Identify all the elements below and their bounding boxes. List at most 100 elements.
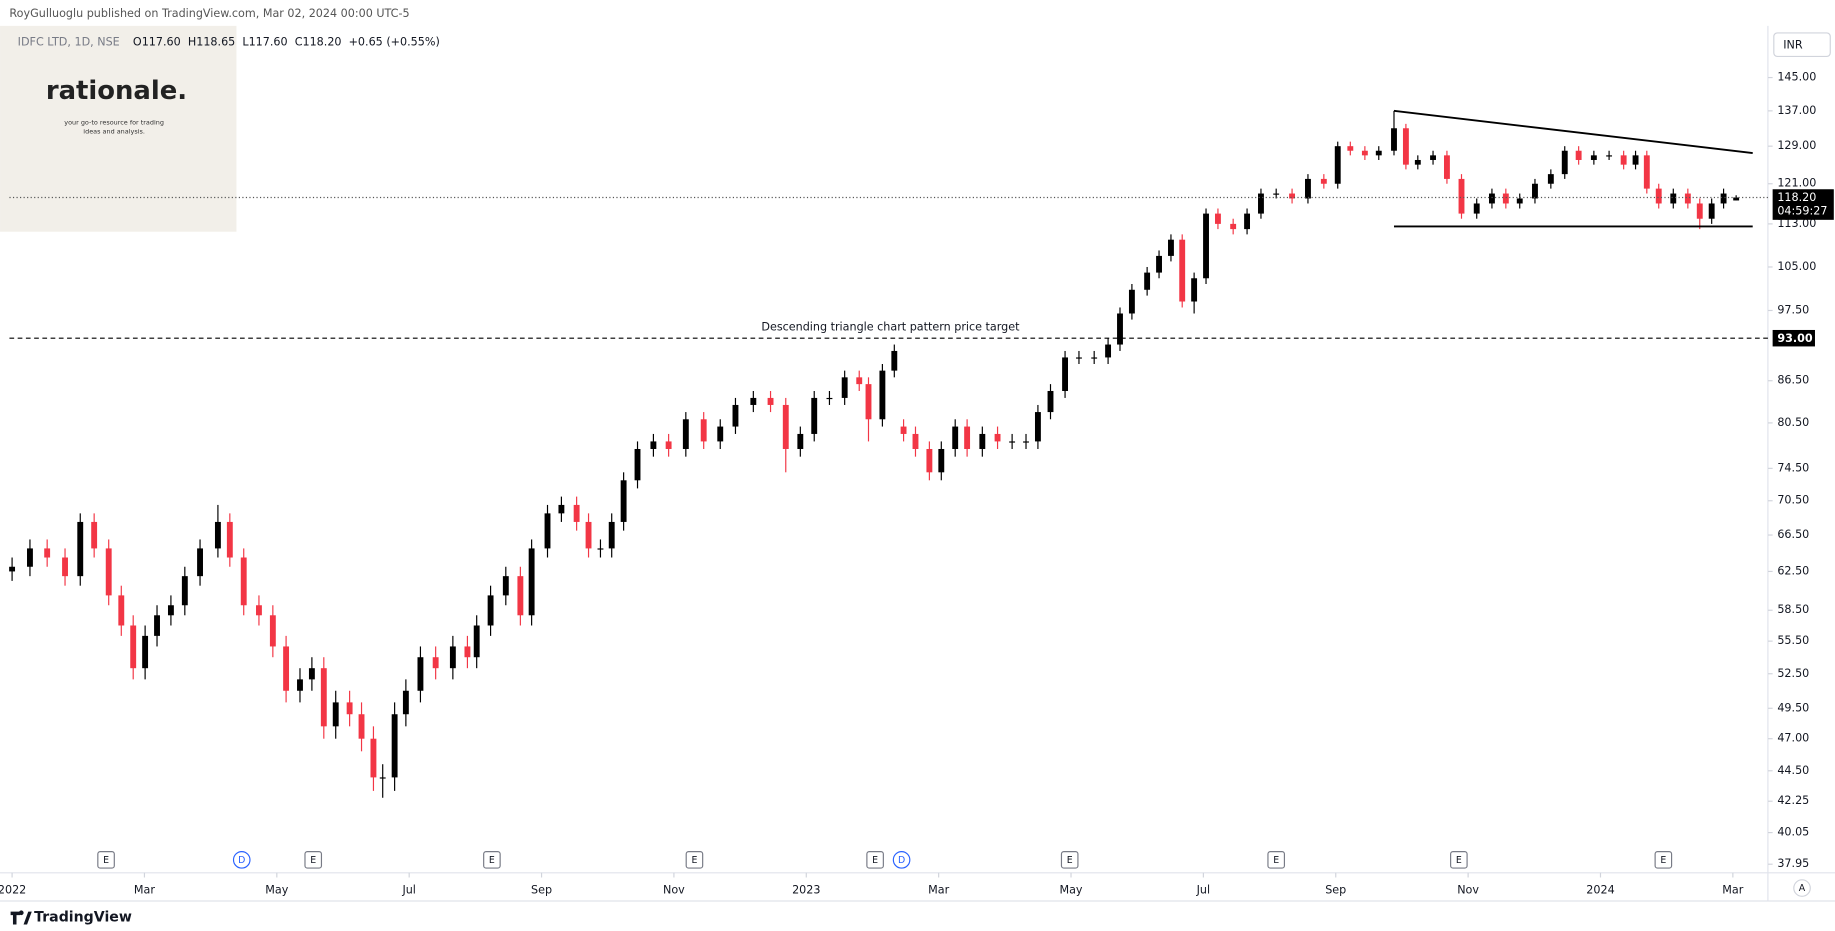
candle-body bbox=[926, 448, 933, 473]
y-tick-label: 105.00 bbox=[1777, 260, 1816, 273]
candle-body bbox=[1430, 155, 1436, 160]
candle-body bbox=[358, 714, 365, 739]
event-label: E bbox=[310, 855, 316, 866]
candle-body bbox=[320, 668, 327, 727]
y-tick-label: 58.50 bbox=[1777, 603, 1809, 616]
y-tick-label: 74.50 bbox=[1777, 461, 1809, 474]
low-label: L117.60 bbox=[242, 35, 287, 48]
candle-body bbox=[308, 668, 315, 680]
candle-body bbox=[1458, 178, 1465, 214]
candle-body bbox=[1643, 155, 1650, 189]
candle-body bbox=[154, 615, 160, 636]
candle-body bbox=[1179, 239, 1186, 302]
logo-tagline: ideas and analysis. bbox=[83, 128, 145, 136]
y-tick-label: 70.50 bbox=[1777, 494, 1809, 507]
y-tick-label: 42.25 bbox=[1777, 794, 1809, 807]
candle-body bbox=[573, 504, 580, 522]
currency-box[interactable] bbox=[1773, 32, 1831, 58]
currency: INR bbox=[1783, 38, 1803, 51]
event-marker bbox=[892, 851, 911, 869]
candle-body bbox=[1062, 357, 1069, 391]
candle-body bbox=[464, 646, 471, 658]
candle-body bbox=[665, 441, 672, 449]
event-marker bbox=[483, 851, 501, 869]
x-tick-label: Mar bbox=[134, 883, 155, 896]
candle-body bbox=[1632, 155, 1639, 165]
candle-body bbox=[1230, 223, 1237, 230]
candle-body bbox=[717, 426, 724, 442]
candle-body bbox=[1733, 197, 1740, 201]
x-tick-label: Nov bbox=[1457, 883, 1479, 896]
candle-body bbox=[1009, 441, 1016, 443]
candle-body bbox=[44, 548, 51, 558]
x-tick-label: Sep bbox=[531, 883, 552, 896]
candle-body bbox=[1191, 278, 1198, 302]
candle-body bbox=[1402, 128, 1409, 165]
y-tick-label: 55.50 bbox=[1777, 634, 1809, 647]
candle-body bbox=[891, 350, 898, 371]
candle-body bbox=[732, 404, 739, 427]
x-tick-label: May bbox=[1059, 883, 1082, 896]
candle-body bbox=[1489, 193, 1495, 204]
candle-body bbox=[9, 566, 16, 572]
x-tick-label: May bbox=[265, 883, 288, 896]
candle-body bbox=[402, 690, 409, 715]
event-label: D bbox=[898, 855, 905, 866]
candle-body bbox=[346, 702, 353, 715]
candle-body bbox=[782, 404, 789, 449]
candle-body bbox=[1105, 344, 1112, 358]
logo-tagline: your go-to resource for trading bbox=[64, 118, 164, 126]
candle-body bbox=[473, 625, 480, 658]
candle-body bbox=[1414, 159, 1421, 165]
candle-body bbox=[900, 426, 907, 434]
candle-body bbox=[27, 548, 33, 567]
candle-body bbox=[269, 615, 276, 647]
candle-body bbox=[1684, 193, 1691, 204]
candle-body bbox=[1590, 155, 1597, 160]
candle-body bbox=[449, 646, 456, 669]
change-label: +0.65 (+0.55%) bbox=[349, 35, 440, 48]
candle-body bbox=[502, 576, 509, 596]
x-tick-label: Jul bbox=[401, 883, 415, 896]
x-tick-label: Mar bbox=[928, 883, 949, 896]
scale-mode: A bbox=[1799, 883, 1806, 894]
candle-body bbox=[797, 433, 804, 449]
candle-body bbox=[1473, 203, 1480, 214]
candle-body bbox=[181, 576, 188, 606]
event-label: E bbox=[691, 855, 697, 866]
candle-body bbox=[597, 548, 604, 550]
x-tick-label: Nov bbox=[663, 883, 685, 896]
event-marker bbox=[685, 851, 704, 869]
candle-body bbox=[938, 448, 945, 473]
tv-logo-icon bbox=[10, 910, 32, 925]
candle-body bbox=[964, 426, 971, 449]
candle-body bbox=[1361, 150, 1368, 156]
event-marker bbox=[1450, 851, 1468, 869]
candle-body bbox=[650, 441, 657, 449]
event-label: E bbox=[1273, 855, 1279, 866]
candle-body bbox=[1606, 155, 1613, 157]
candle-body bbox=[1375, 150, 1382, 156]
candle-body bbox=[1076, 357, 1082, 359]
candle-body bbox=[1273, 193, 1280, 195]
candle-body bbox=[517, 576, 524, 616]
candle-body bbox=[558, 504, 565, 514]
candle-body bbox=[1203, 213, 1209, 279]
candle-body bbox=[1391, 128, 1397, 151]
candle-body bbox=[620, 480, 627, 522]
candle-body bbox=[994, 433, 1001, 442]
event-label: E bbox=[489, 855, 495, 866]
candle-body bbox=[1575, 150, 1582, 160]
candle-body bbox=[1502, 193, 1509, 204]
scale-mode-button[interactable] bbox=[1793, 879, 1811, 897]
ohlc-legend: O117.60 H118.65 L117.60 C118.20 +0.65 (+… bbox=[133, 35, 440, 48]
candle-body bbox=[1670, 193, 1677, 204]
candle-body bbox=[841, 377, 848, 398]
candle-body bbox=[379, 777, 386, 779]
y-tick-label: 121.00 bbox=[1777, 177, 1816, 190]
candle-body bbox=[197, 548, 203, 577]
y-tick-label: 40.05 bbox=[1777, 826, 1809, 839]
candle-body bbox=[487, 595, 494, 626]
candle-body bbox=[608, 521, 615, 549]
